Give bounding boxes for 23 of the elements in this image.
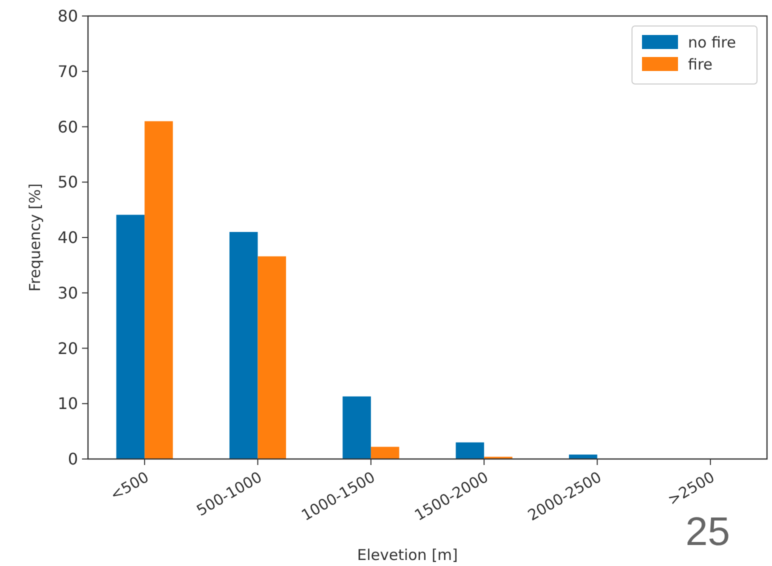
- bar: [229, 232, 258, 459]
- y-tick-label: 30: [58, 283, 78, 302]
- y-tick-label: 40: [58, 228, 78, 248]
- bar: [342, 396, 371, 459]
- text: 25: [686, 510, 730, 554]
- y-axis-title: Frequency [%]: [26, 183, 44, 292]
- bar: [456, 442, 484, 459]
- y-tick-label: 20: [58, 338, 78, 358]
- bar: [370, 446, 400, 459]
- y-tick-label: 50: [58, 172, 78, 192]
- legend-label: fire: [688, 55, 713, 74]
- bar: [568, 454, 598, 459]
- x-axis-title: Elevetion [m]: [357, 546, 458, 564]
- bar: [144, 121, 173, 459]
- bar: [258, 256, 286, 459]
- y-tick-label: 70: [58, 62, 78, 81]
- x-tick-label: <500: [107, 468, 152, 504]
- bar: [116, 214, 145, 459]
- y-tick-label: 10: [58, 394, 78, 414]
- legend-label: no fire: [688, 33, 736, 52]
- y-tick-label: 60: [58, 117, 78, 136]
- y-tick-label: 0: [68, 450, 78, 469]
- y-tick-label: 80: [58, 6, 78, 26]
